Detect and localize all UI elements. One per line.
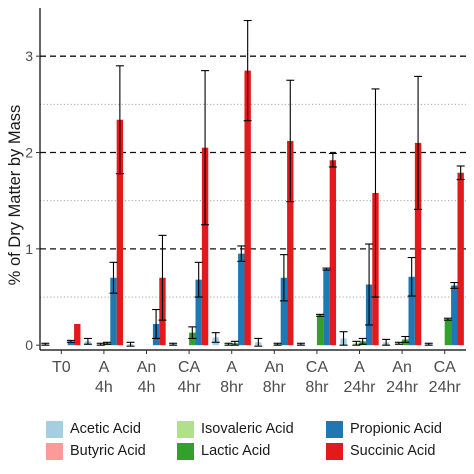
legend-item-lactic-acid: Lactic Acid xyxy=(177,440,270,462)
x-tick-label: CA xyxy=(178,359,201,376)
x-tick-label: CA xyxy=(306,359,329,376)
bar xyxy=(244,70,251,346)
error-bars xyxy=(41,19,465,347)
bar xyxy=(414,142,422,346)
legend-item-butyric-acid: Butyric Acid xyxy=(46,440,146,462)
legend-swatch xyxy=(46,420,63,438)
legend-swatch xyxy=(326,420,343,438)
x-tick-label: An xyxy=(137,359,157,376)
legend-label: Succinic Acid xyxy=(350,443,436,459)
x-tick-label: T0 xyxy=(52,359,71,376)
x-tick-label: 8hr xyxy=(305,379,329,396)
x-tick-label: 8hr xyxy=(263,379,287,396)
legend-label: Butyric Acid xyxy=(70,443,146,459)
bar xyxy=(451,285,458,346)
y-axis-title: % of Dry Matter by Mass xyxy=(6,105,24,286)
legend-label: Propionic Acid xyxy=(350,421,442,437)
legend-swatch xyxy=(177,420,194,438)
legend-item-acetic-acid: Acetic Acid xyxy=(46,418,141,440)
legend-item-succinic-acid: Succinic Acid xyxy=(326,440,435,462)
bar xyxy=(280,277,288,346)
bar xyxy=(116,119,124,346)
bar xyxy=(74,323,81,346)
y-tick-label: 0 xyxy=(25,337,33,353)
bar xyxy=(110,277,117,346)
x-tick-label: 4h xyxy=(138,379,156,396)
legend-swatch xyxy=(177,442,194,460)
legend-item-isovaleric-acid: Isovaleric Acid xyxy=(177,418,294,440)
bar xyxy=(67,341,75,346)
legend-label: Lactic Acid xyxy=(201,443,271,459)
legend-item-propionic-acid: Propionic Acid xyxy=(326,418,442,440)
grid-lines xyxy=(40,55,466,298)
y-tick-label: 3 xyxy=(25,48,33,64)
x-tick-label: 4h xyxy=(95,379,113,396)
x-tick-label: 4hr xyxy=(178,379,202,396)
bar xyxy=(316,315,324,346)
bar xyxy=(201,147,209,346)
x-tick-label: 24hr xyxy=(429,379,462,396)
x-tick-label: 24hr xyxy=(343,379,376,396)
x-tick-label: An xyxy=(265,359,285,376)
axes xyxy=(39,8,466,351)
tick-labels: 0 1 2 3 T0 A 4h An 4h CA 4hr A 8hr An 8hr CA 8hr A 24hr An 2… xyxy=(25,48,461,396)
x-tick-label: CA xyxy=(434,359,457,376)
x-tick-label: A xyxy=(99,359,110,376)
x-tick-label: 8hr xyxy=(220,379,244,396)
bar xyxy=(287,140,294,346)
legend: Acetic Acid Butyric Acid Isovaleric Acid… xyxy=(46,418,470,470)
x-tick-label: A xyxy=(226,359,237,376)
legend-label: Isovaleric Acid xyxy=(201,421,294,437)
x-tick-label: 24hr xyxy=(386,379,419,396)
legend-label: Acetic Acid xyxy=(70,421,141,437)
bar xyxy=(238,253,245,346)
x-tick-label: A xyxy=(354,359,365,376)
y-tick-label: 1 xyxy=(25,241,33,257)
legend-swatch xyxy=(46,442,63,460)
bar xyxy=(408,276,415,346)
bar xyxy=(457,172,464,346)
bars xyxy=(42,70,464,346)
bar xyxy=(444,319,452,346)
bar xyxy=(323,269,330,346)
bar xyxy=(329,160,337,346)
y-tick-label: 2 xyxy=(25,145,33,161)
bar xyxy=(195,279,202,346)
legend-swatch xyxy=(326,442,343,460)
x-tick-label: An xyxy=(392,359,412,376)
